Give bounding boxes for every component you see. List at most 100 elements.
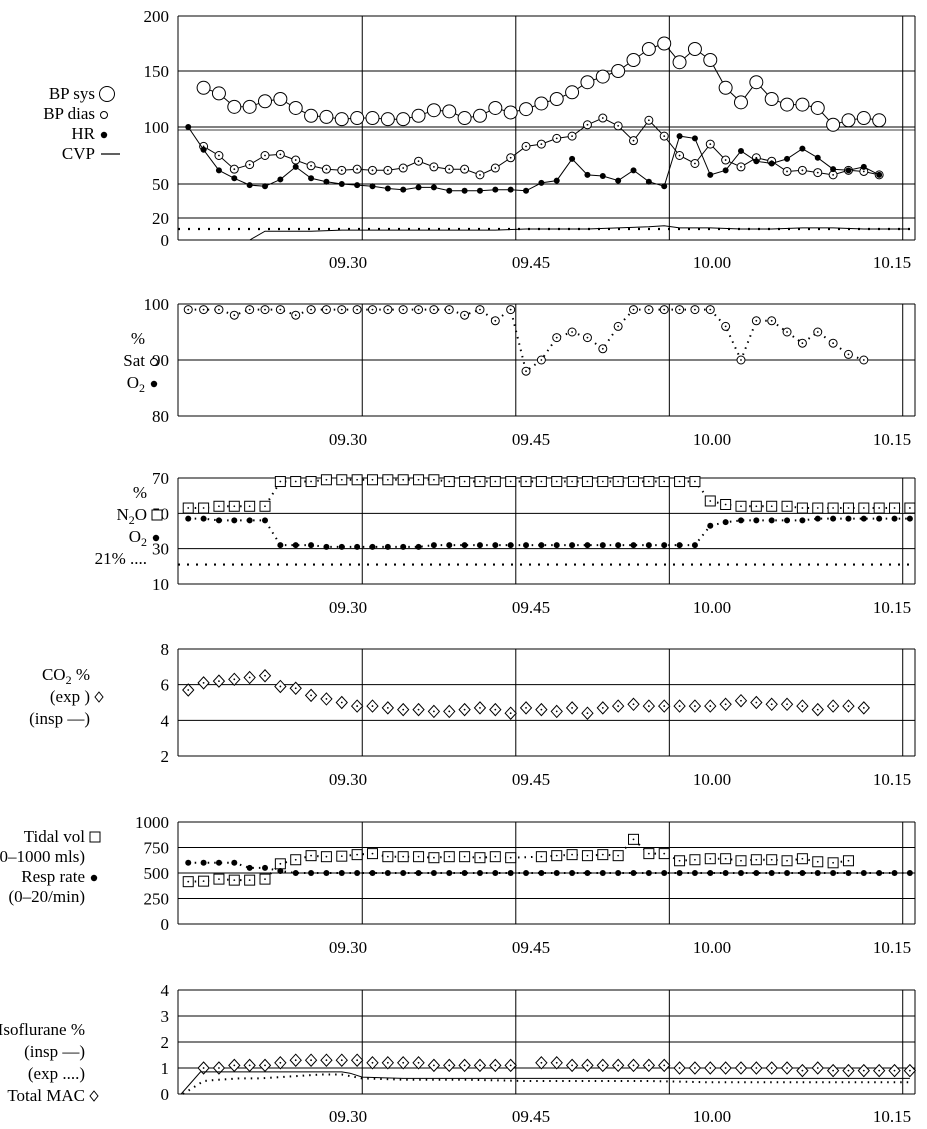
y-tick-label: 100 — [144, 295, 170, 314]
data-point-center — [340, 855, 343, 858]
data-point-center — [755, 1067, 758, 1069]
data-point-center — [832, 507, 835, 509]
data-point — [338, 181, 345, 187]
data-point-center — [555, 710, 558, 713]
data-point-center — [340, 701, 343, 704]
data-point-center — [294, 480, 297, 483]
y-tick-label: 4 — [161, 711, 170, 730]
data-point-center — [586, 480, 589, 483]
legend-text: CVP — [62, 144, 95, 163]
data-point-center — [878, 507, 881, 509]
data-point-center — [555, 854, 558, 857]
data-point-center — [525, 145, 527, 148]
legend-text: (exp — [50, 687, 80, 706]
data-point — [196, 80, 211, 95]
data-point — [415, 184, 422, 191]
data-point — [661, 183, 668, 190]
data-point — [722, 167, 729, 174]
data-point-center — [847, 1069, 850, 1072]
data-point-center — [310, 308, 312, 311]
data-point — [211, 86, 226, 101]
data-point — [876, 171, 883, 178]
data-point — [703, 53, 718, 67]
data-point-center — [540, 359, 543, 361]
series-exp — [182, 1073, 910, 1095]
data-point-center — [371, 169, 374, 172]
data-point-center — [340, 478, 343, 481]
data-point-center — [402, 708, 405, 711]
x-tick-label: 09.45 — [512, 253, 550, 272]
data-point — [753, 870, 760, 876]
data-point — [799, 870, 806, 876]
data-point-center — [832, 1069, 835, 1072]
legend-label: (insp —) — [29, 709, 90, 728]
legend-text: HR — [71, 124, 95, 143]
data-point-center — [709, 143, 712, 146]
data-point-center — [264, 505, 266, 508]
data-point — [338, 543, 345, 550]
series-line — [188, 837, 849, 883]
data-point — [273, 92, 288, 106]
data-point-center — [356, 308, 359, 311]
data-point — [753, 158, 760, 165]
data-point — [891, 870, 898, 876]
data-point — [860, 870, 867, 876]
data-point-center — [555, 480, 558, 483]
data-point-center — [678, 154, 681, 157]
data-point-center — [279, 685, 282, 688]
data-point — [231, 175, 238, 182]
legend-text: Isoflurane % — [0, 1020, 85, 1039]
data-point-center — [233, 505, 236, 508]
series-co2-exp — [182, 669, 870, 720]
data-point-center — [386, 169, 389, 172]
data-point-center — [433, 478, 435, 481]
x-tick-label: 10.15 — [873, 430, 911, 449]
data-point — [507, 542, 514, 549]
data-point-center — [617, 705, 620, 707]
legend-label: HR — [71, 124, 95, 143]
data-point-center — [832, 173, 835, 176]
data-point-center — [862, 359, 865, 361]
data-point-center — [494, 319, 497, 322]
data-point — [354, 182, 361, 189]
data-point — [814, 154, 821, 161]
data-point — [538, 179, 545, 186]
data-point-center — [448, 855, 451, 858]
data-point-center — [632, 838, 635, 841]
data-point-center — [479, 706, 481, 709]
data-point — [523, 542, 530, 549]
data-point-center — [678, 1067, 681, 1069]
data-point-center — [786, 703, 788, 706]
data-point — [661, 542, 668, 549]
data-point-center — [356, 1059, 359, 1062]
data-point — [676, 870, 683, 876]
data-point — [446, 542, 453, 549]
data-point-center — [586, 1064, 589, 1067]
data-point — [384, 543, 391, 550]
data-point-center — [479, 856, 481, 859]
data-point-center — [202, 308, 205, 311]
data-point — [442, 104, 457, 119]
data-point-center — [294, 858, 297, 861]
data-point-center — [233, 879, 236, 882]
data-point-center — [847, 705, 850, 707]
data-point — [415, 543, 422, 550]
data-point-center — [617, 124, 620, 127]
series-total-mac — [197, 1053, 917, 1078]
data-point-center — [540, 480, 543, 483]
data-point-center — [694, 1067, 696, 1069]
data-point-center — [571, 1064, 573, 1067]
y-tick-label: 750 — [144, 839, 170, 858]
legend-text: (insp —) — [29, 709, 90, 728]
legend-label: (0–20/min) — [9, 887, 86, 906]
data-point-center — [832, 705, 835, 707]
data-point-center — [755, 156, 758, 159]
data-point-center — [218, 878, 220, 881]
data-point-center — [601, 1064, 604, 1067]
legend-text: (0–20/min) — [9, 887, 86, 906]
data-point-center — [202, 145, 205, 148]
data-point — [691, 542, 698, 549]
data-point — [277, 542, 284, 549]
data-point-center — [325, 1059, 328, 1062]
